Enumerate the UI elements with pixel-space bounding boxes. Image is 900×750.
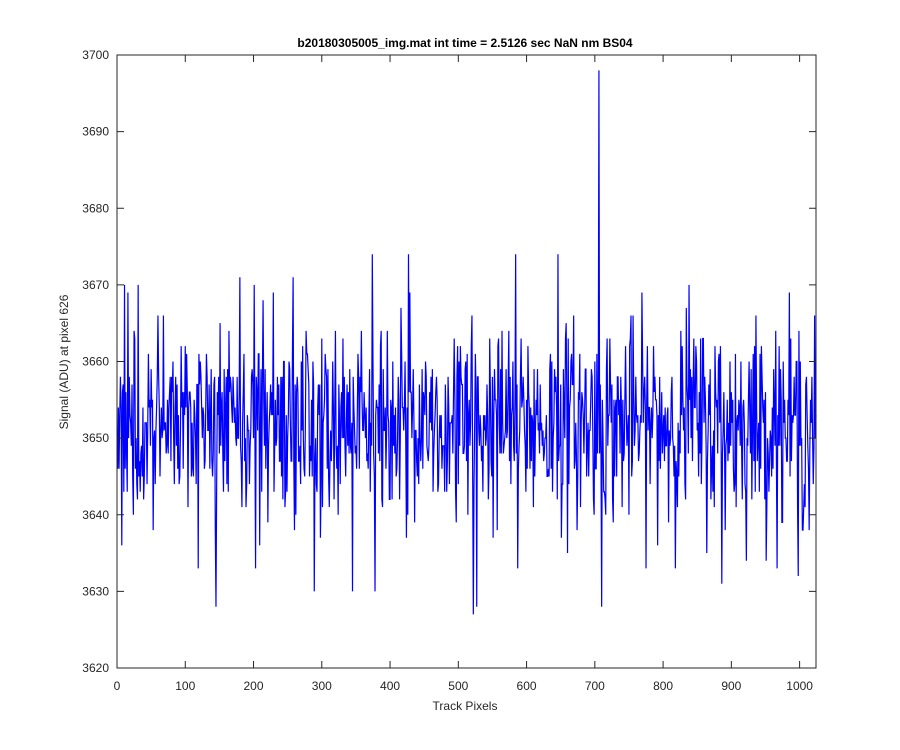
x-tick-label: 400 xyxy=(380,679,400,693)
x-tick-label: 600 xyxy=(517,679,537,693)
x-tick-label: 200 xyxy=(244,679,264,693)
y-axis-label: Signal (ADU) at pixel 626 xyxy=(57,294,71,429)
y-tick-label: 3620 xyxy=(82,661,109,675)
signal-series-line xyxy=(117,70,817,615)
y-tick-label: 3660 xyxy=(82,355,109,369)
y-tick-label: 3640 xyxy=(82,508,109,522)
plot-area: 0 100 200 300 400 500 600 700 800 900 1000 3620 3630… xyxy=(82,48,817,693)
x-tick-label: 1000 xyxy=(786,679,813,693)
x-tick-label: 900 xyxy=(721,679,741,693)
y-tick-label: 3680 xyxy=(82,201,109,215)
y-tick-label: 3650 xyxy=(82,431,109,445)
x-tick-label: 0 xyxy=(114,679,121,693)
y-tick-label: 3630 xyxy=(82,584,109,598)
chart-title: b20180305005_img.mat int time = 2.5126 s… xyxy=(297,36,633,50)
y-tick-label: 3670 xyxy=(82,278,109,292)
x-tick-label: 800 xyxy=(653,679,673,693)
x-tick-label: 700 xyxy=(585,679,605,693)
x-tick-label: 100 xyxy=(175,679,195,693)
y-tick-label: 3700 xyxy=(82,48,109,62)
y-tick-label: 3690 xyxy=(82,125,109,139)
x-axis-label: Track Pixels xyxy=(433,699,498,713)
x-tick-label: 300 xyxy=(312,679,332,693)
x-tick-label: 500 xyxy=(448,679,468,693)
